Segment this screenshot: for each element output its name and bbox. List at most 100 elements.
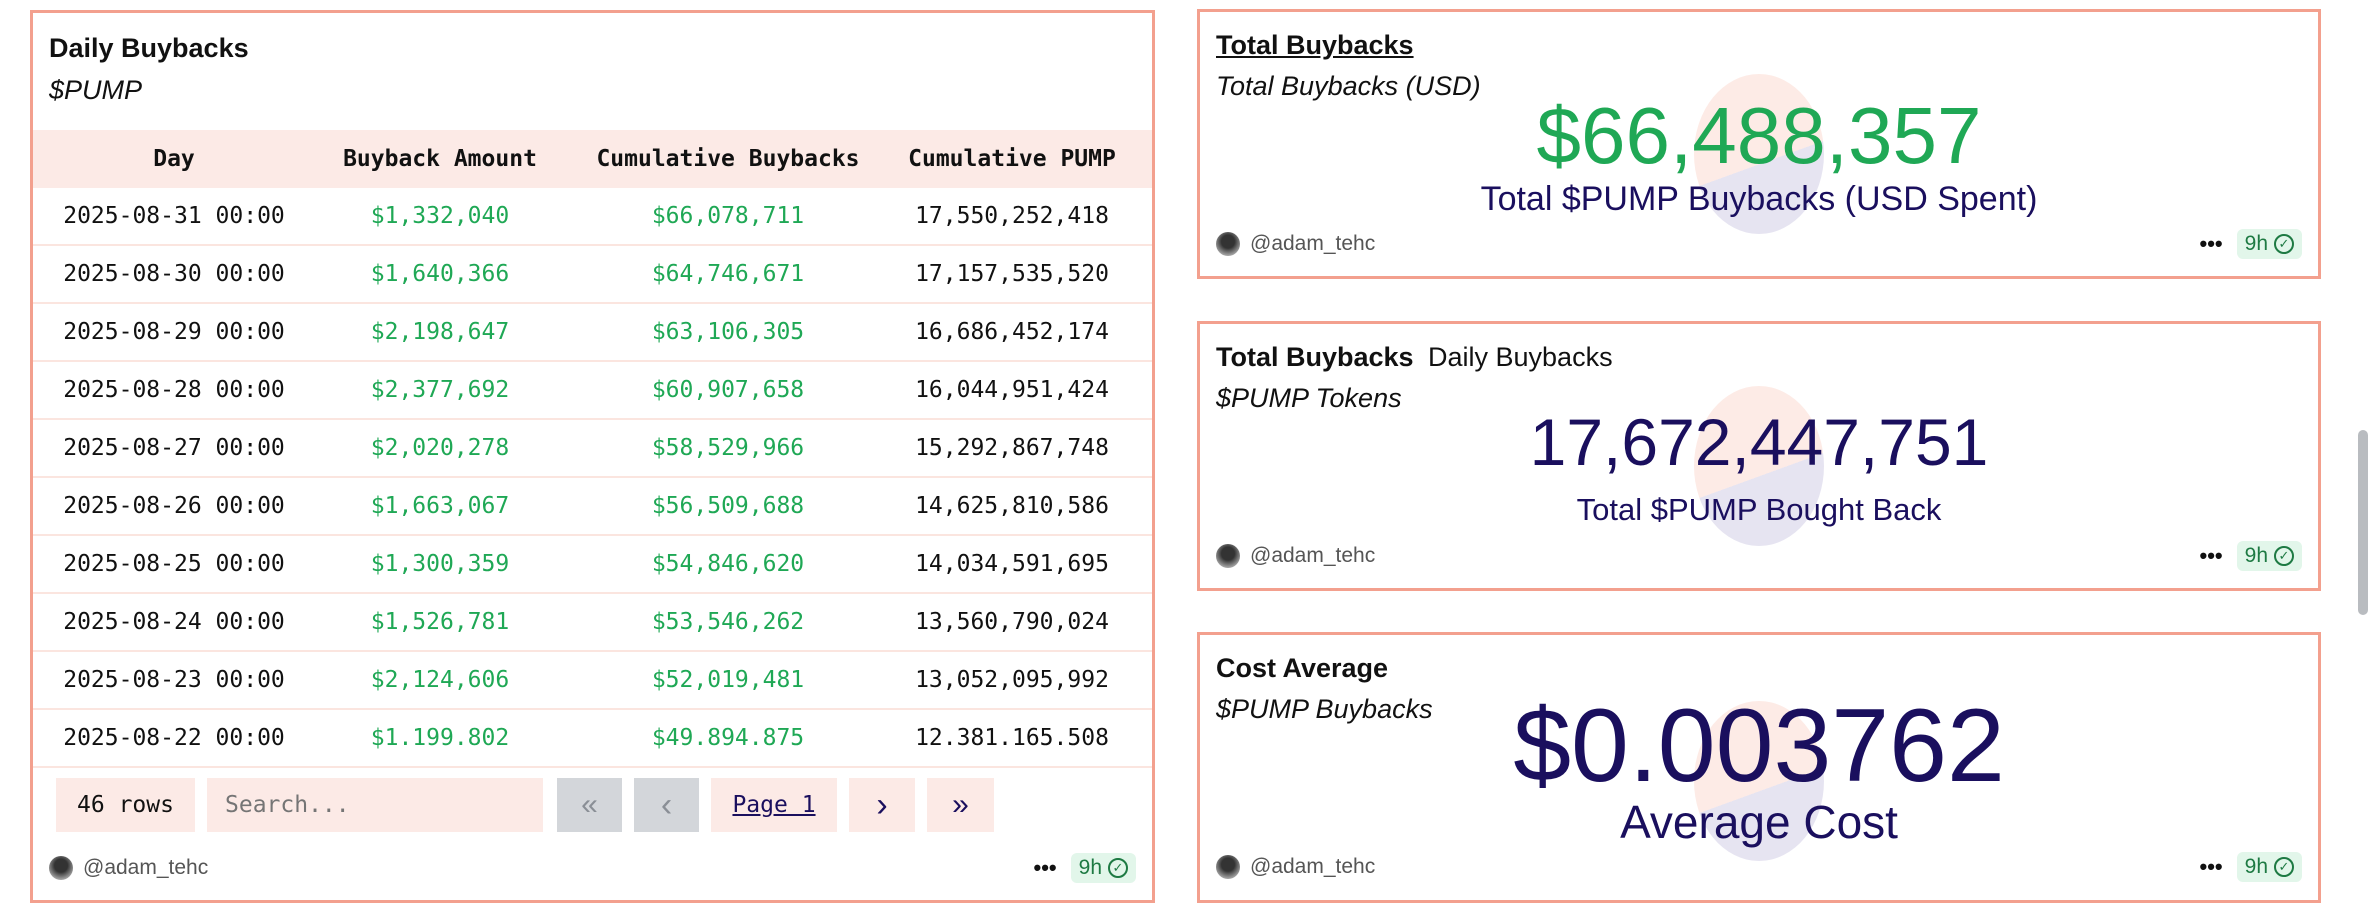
panel-title: Cost Average: [1216, 653, 1389, 683]
total-buybacks-usd-panel: Total Buybacks Total Buybacks (USD) $66,…: [1197, 9, 2321, 279]
watermark-logo: [1694, 701, 1824, 861]
cell-day: 2025-08-28 00:00: [63, 377, 285, 403]
column-header-day[interactable]: Day: [153, 146, 195, 172]
counter-label: Total $PUMP Bought Back: [1576, 492, 1942, 527]
avatar[interactable]: [1216, 544, 1240, 568]
table-row: 2025-08-23 00:00 $2,124,606 $52,019,481 13,…: [33, 652, 1152, 710]
author-link[interactable]: @adam_tehc: [83, 856, 209, 879]
column-header-cumulative-pump[interactable]: Cumulative PUMP: [908, 146, 1116, 172]
age-text: 9h: [2244, 232, 2268, 255]
page-scrollbar[interactable]: [2358, 430, 2368, 615]
table-row: 2025-08-26 00:00 $1,663,067 $56,509,688 14,…: [33, 478, 1152, 536]
cost-average-panel: Cost Average $PUMP Buybacks $0.003762 Av…: [1197, 632, 2321, 903]
cell-day: 2025-08-24 00:00: [63, 609, 285, 635]
panel-footer: @adam_tehc ••• 9h ✓: [49, 850, 1136, 886]
cell-day: 2025-08-31 00:00: [63, 203, 285, 229]
cell-cumulative-buybacks: $52,019,481: [651, 667, 805, 693]
next-page-button[interactable]: ›: [849, 778, 915, 832]
cell-cumulative-pump: 14,625,810,586: [915, 493, 1109, 519]
cell-cumulative-buybacks: $66,078,711: [651, 203, 805, 229]
table-header: Day Buyback Amount Cumulative Buybacks C…: [33, 130, 1152, 188]
cell-day: 2025-08-22 00:00: [63, 725, 285, 751]
cell-cumulative-buybacks: $63,106,305: [651, 319, 805, 345]
counter-label: Average Cost: [1620, 796, 1898, 848]
counter-value: $0.003762: [1513, 688, 2005, 804]
verified-check-icon: ✓: [1108, 858, 1128, 878]
cell-cumulative-pump: 16,044,951,424: [915, 377, 1109, 403]
column-header-cumulative-buybacks[interactable]: Cumulative Buybacks: [596, 146, 860, 172]
table-row: 2025-08-29 00:00 $2,198,647 $63,106,305 16,…: [33, 304, 1152, 362]
age-badge: 9h ✓: [2236, 541, 2302, 571]
cell-cumulative-pump: 12.381.165.508: [915, 725, 1109, 751]
avatar[interactable]: [49, 856, 73, 880]
prev-page-button[interactable]: ‹: [634, 778, 699, 832]
row-count: 46 rows: [56, 778, 195, 832]
table-row: 2025-08-25 00:00 $1,300,359 $54,846,620 14,…: [33, 536, 1152, 594]
age-badge: 9h ✓: [2236, 852, 2302, 882]
cell-buyback-amount: $2,124,606: [370, 667, 510, 693]
cell-cumulative-pump: 15,292,867,748: [915, 435, 1109, 461]
table-row: 2025-08-31 00:00 $1,332,040 $66,078,711 17,…: [33, 188, 1152, 246]
panel-subtitle: Total Buybacks (USD): [1216, 71, 1481, 101]
cell-buyback-amount: $2,020,278: [370, 435, 510, 461]
author-link[interactable]: @adam_tehc: [1250, 855, 1376, 878]
cell-cumulative-buybacks: $49.894.875: [651, 725, 805, 751]
cell-cumulative-buybacks: $58,529,966: [651, 435, 805, 461]
table-row: 2025-08-22 00:00 $1.199.802 $49.894.875 12.…: [33, 710, 1152, 768]
last-page-button[interactable]: »: [927, 778, 994, 832]
cell-buyback-amount: $1,663,067: [370, 493, 510, 519]
panel-title: Daily Buybacks: [49, 33, 249, 63]
table-row: 2025-08-30 00:00 $1,640,366 $64,746,671 17,…: [33, 246, 1152, 304]
tab-daily-buybacks[interactable]: Daily Buybacks: [1428, 342, 1613, 372]
cell-day: 2025-08-27 00:00: [63, 435, 285, 461]
panel-subtitle: $PUMP Buybacks: [1216, 694, 1433, 724]
column-header-buyback-amount[interactable]: Buyback Amount: [343, 146, 537, 172]
more-options-icon[interactable]: •••: [1033, 855, 1057, 880]
cell-buyback-amount: $1,300,359: [370, 551, 510, 577]
panel-footer: @adam_tehc ••• 9h ✓: [1216, 849, 2302, 885]
verified-check-icon: ✓: [2274, 234, 2294, 254]
more-options-icon[interactable]: •••: [2199, 231, 2223, 256]
cell-buyback-amount: $2,377,692: [370, 377, 510, 403]
cell-cumulative-buybacks: $64,746,671: [651, 261, 805, 287]
cell-day: 2025-08-26 00:00: [63, 493, 285, 519]
counter-value: $66,488,357: [1536, 91, 1982, 180]
counter-label: Total $PUMP Buybacks (USD Spent): [1480, 180, 2038, 218]
first-page-button[interactable]: «: [557, 778, 622, 832]
age-text: 9h: [2244, 855, 2268, 878]
verified-check-icon: ✓: [2274, 857, 2294, 877]
cell-day: 2025-08-30 00:00: [63, 261, 285, 287]
author-link[interactable]: @adam_tehc: [1250, 232, 1376, 255]
panel-subtitle: $PUMP: [49, 75, 143, 105]
age-badge: 9h ✓: [1070, 853, 1136, 883]
table-row: 2025-08-24 00:00 $1,526,781 $53,546,262 13,…: [33, 594, 1152, 652]
verified-check-icon: ✓: [2274, 546, 2294, 566]
counter-value: 17,672,447,751: [1529, 405, 1989, 479]
table-row: 2025-08-27 00:00 $2,020,278 $58,529,966 15,…: [33, 420, 1152, 478]
more-options-icon[interactable]: •••: [2199, 854, 2223, 879]
panel-footer: @adam_tehc ••• 9h ✓: [1216, 538, 2302, 574]
tab-total-buybacks[interactable]: Total Buybacks: [1216, 342, 1414, 372]
cell-day: 2025-08-25 00:00: [63, 551, 285, 577]
cell-day: 2025-08-29 00:00: [63, 319, 285, 345]
avatar[interactable]: [1216, 232, 1240, 256]
watermark-logo: [1694, 386, 1824, 546]
search-input[interactable]: [207, 778, 543, 832]
cell-buyback-amount: $1,332,040: [370, 203, 510, 229]
total-buybacks-tokens-panel: Total Buybacks Daily Buybacks $PUMP Toke…: [1197, 321, 2321, 591]
cell-cumulative-buybacks: $56,509,688: [651, 493, 805, 519]
more-options-icon[interactable]: •••: [2199, 543, 2223, 568]
cell-cumulative-pump: 16,686,452,174: [915, 319, 1109, 345]
avatar[interactable]: [1216, 855, 1240, 879]
cell-cumulative-pump: 17,550,252,418: [915, 203, 1109, 229]
page-indicator[interactable]: Page 1: [711, 778, 837, 832]
cell-day: 2025-08-23 00:00: [63, 667, 285, 693]
panel-title[interactable]: Total Buybacks: [1216, 30, 1414, 60]
cell-cumulative-pump: 13,560,790,024: [915, 609, 1109, 635]
author-link[interactable]: @adam_tehc: [1250, 544, 1376, 567]
watermark-logo: [1694, 74, 1824, 234]
cell-cumulative-pump: 17,157,535,520: [915, 261, 1109, 287]
cell-cumulative-buybacks: $53,546,262: [651, 609, 805, 635]
cell-cumulative-buybacks: $54,846,620: [651, 551, 805, 577]
table-row: 2025-08-28 00:00 $2,377,692 $60,907,658 16,…: [33, 362, 1152, 420]
